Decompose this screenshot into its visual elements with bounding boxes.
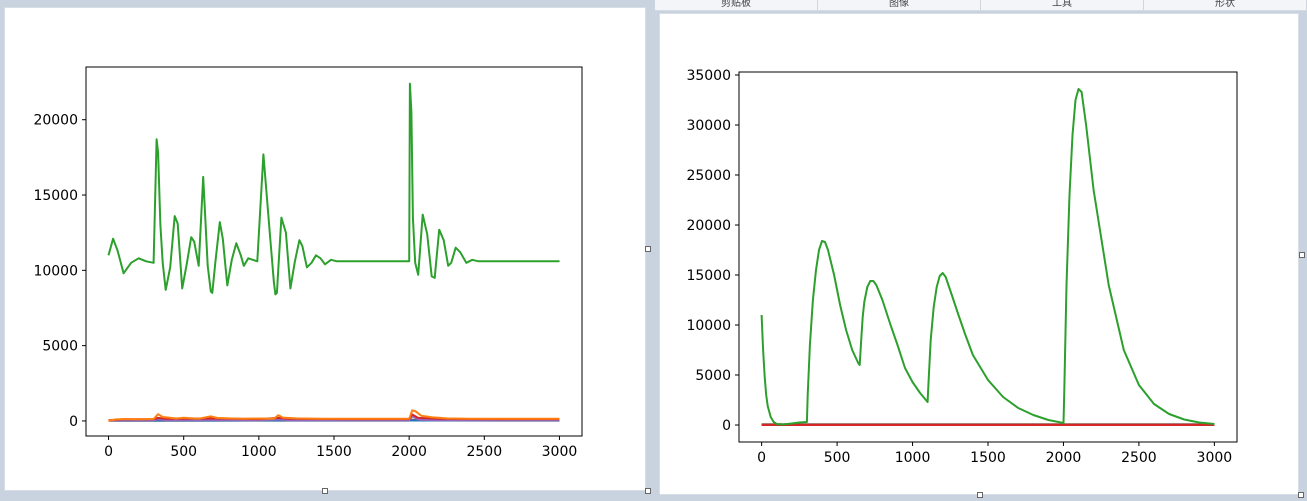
resize-handle-bottom-right-2[interactable]: [1298, 492, 1304, 498]
y-tick-label: 5000: [695, 368, 731, 384]
y-tick-label: 15000: [33, 188, 78, 204]
right-figure-panel: 0 500 1000 1500 2000 2500 3000 0 5000 10000 15000 2…: [660, 14, 1298, 494]
ribbon-tab-strip: 剪贴板 图像 工具 形状: [655, 0, 1307, 11]
series-line: [108, 415, 560, 422]
resize-handle-bottom-edge-2[interactable]: [977, 492, 983, 498]
x-tick-label: 500: [170, 444, 197, 460]
resize-handle-right-edge[interactable]: [645, 246, 651, 252]
y-tick-label: 30000: [686, 118, 731, 134]
series-line: [107, 82, 560, 296]
x-tick-label: 1000: [241, 444, 277, 460]
ribbon-tab-image[interactable]: 图像: [818, 0, 981, 10]
y-tick-label: 15000: [686, 268, 731, 284]
x-tick-label: 2000: [1046, 450, 1082, 466]
resize-handle-right-edge-2[interactable]: [1299, 252, 1305, 258]
x-tick-label: 500: [824, 450, 851, 466]
right-line-chart: 0 500 1000 1500 2000 2500 30000500010000150002…: [686, 68, 1238, 466]
resize-handle-bottom-right[interactable]: [645, 488, 651, 494]
x-tick-label: 2500: [1121, 450, 1157, 466]
y-tick-label: 20000: [33, 113, 78, 129]
y-tick-label: 35000: [686, 68, 731, 84]
x-tick-label: 1500: [970, 450, 1006, 466]
ribbon-tab-clipboard[interactable]: 剪贴板: [655, 0, 818, 10]
x-tick-label: 0: [104, 444, 113, 460]
x-tick-label: 0: [757, 450, 766, 466]
left-line-chart: 0 500 1000 1500 2000 2500 3000 0 5000 10000 15000 2…: [33, 66, 583, 460]
x-tick-label: 2000: [391, 444, 427, 460]
plot-frame: [738, 71, 1238, 443]
x-tick-label: 1000: [895, 450, 931, 466]
x-tick-label: 2500: [466, 444, 502, 460]
y-tick-label: 25000: [686, 168, 731, 184]
series-line: [760, 88, 1215, 426]
x-tick-label: 3000: [542, 444, 578, 460]
resize-handle-bottom-edge[interactable]: [322, 488, 328, 494]
series-line: [108, 409, 560, 422]
left-figure-panel: 0 500 1000 1500 2000 2500 3000 0 5000 10000 15000 2…: [5, 8, 645, 490]
x-tick-label: 3000: [1197, 450, 1233, 466]
ribbon-tab-shapes[interactable]: 形状: [1144, 0, 1307, 10]
x-tick-label: 1500: [316, 444, 352, 460]
y-tick-label: 10000: [33, 263, 78, 279]
y-tick-label: 0: [722, 418, 731, 434]
y-tick-label: 10000: [686, 318, 731, 334]
y-tick-label: 0: [69, 414, 78, 430]
y-tick-label: 20000: [686, 218, 731, 234]
ribbon-tab-tools[interactable]: 工具: [981, 0, 1144, 10]
plot-frame: [85, 66, 583, 437]
y-tick-label: 5000: [42, 339, 78, 355]
